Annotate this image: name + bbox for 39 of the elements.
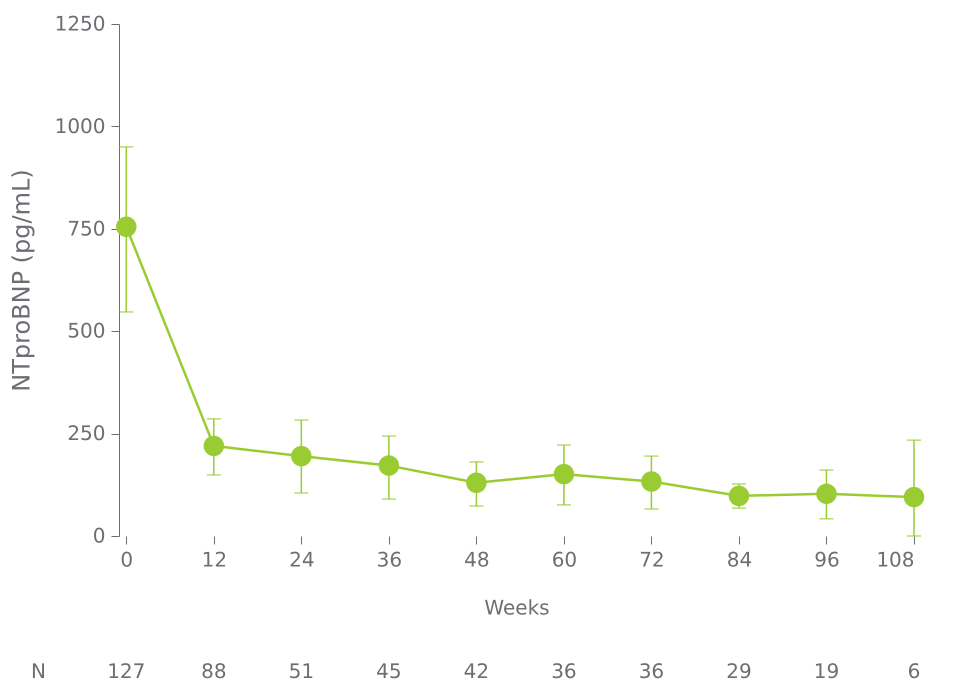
text: N	[31, 659, 46, 683]
y-tick-label: 1000	[54, 114, 106, 138]
y-tick-label: 1250	[54, 12, 106, 36]
x-tick-label: 24	[289, 548, 315, 572]
x-tick-label: 0	[120, 548, 134, 572]
y-tick-label: 500	[67, 318, 106, 343]
y-tick-label: 750	[67, 216, 106, 240]
y-tick-label: 0	[92, 524, 106, 548]
point	[466, 472, 487, 493]
x-tick-label: 72	[639, 548, 665, 572]
text: 6	[908, 659, 920, 683]
x-tick-label: 96	[814, 548, 840, 572]
text: 36	[551, 659, 577, 683]
point	[291, 446, 312, 466]
x-tick-label: 48	[464, 548, 490, 572]
text: 29	[726, 659, 752, 683]
x-tick-label: 84	[726, 548, 752, 572]
x-axis-title: Weeks	[484, 596, 550, 620]
text: 42	[464, 659, 490, 683]
point	[641, 471, 662, 492]
point	[728, 486, 750, 506]
x-tick-label: 108	[876, 548, 914, 572]
y-axis-title: NTproBNP (pg/mL)	[8, 169, 36, 392]
x-tick-label: 60	[552, 548, 578, 572]
text: 36	[638, 659, 664, 683]
point	[204, 436, 224, 456]
point	[904, 486, 924, 508]
text: 88	[201, 659, 227, 683]
point	[116, 216, 137, 237]
point	[816, 484, 837, 504]
text: 51	[288, 659, 314, 683]
text: 127	[107, 659, 146, 683]
text: 45	[376, 659, 402, 683]
y-tick-label: 250	[67, 421, 106, 446]
point	[554, 464, 574, 484]
x-tick-label: 36	[376, 548, 402, 572]
x-tick-label: 12	[202, 548, 228, 572]
point	[378, 455, 400, 476]
text: 19	[814, 659, 840, 683]
